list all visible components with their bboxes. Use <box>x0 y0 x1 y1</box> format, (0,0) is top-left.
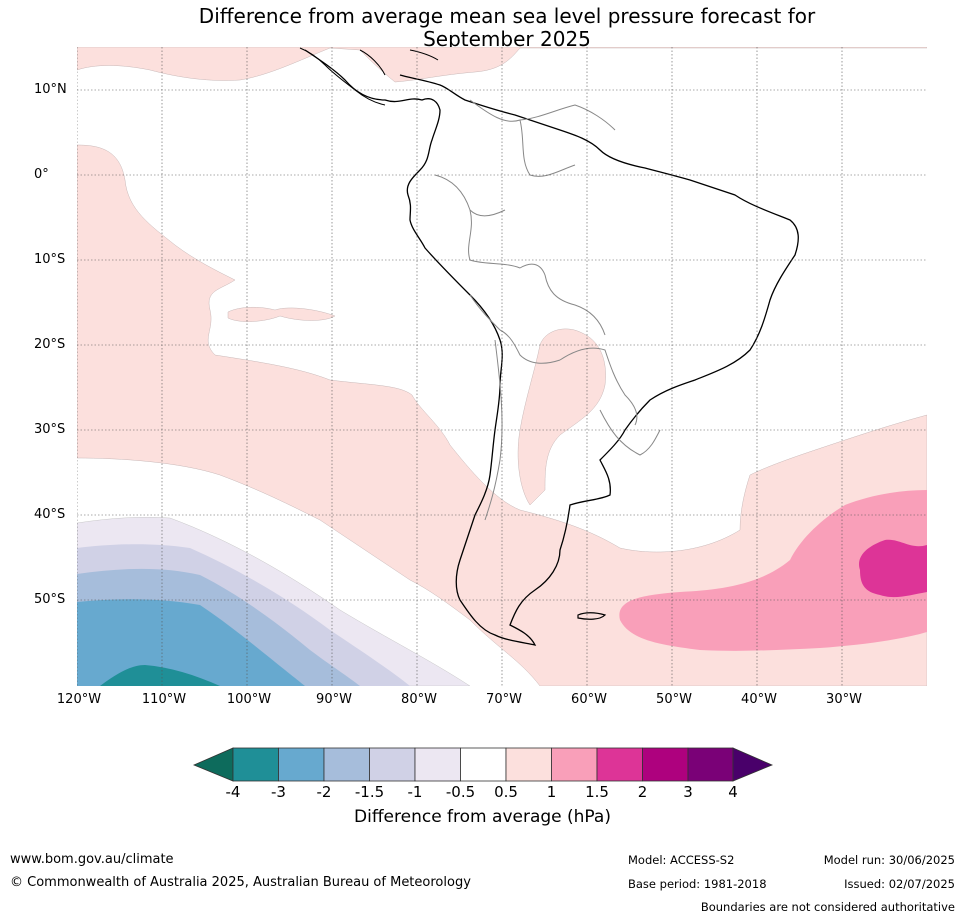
colorbar-tick: -1 <box>407 783 423 801</box>
colorbar-bin <box>687 747 734 782</box>
lon-label-90w: 90°W <box>316 692 352 707</box>
anomaly-positive-north <box>77 47 927 83</box>
graticule <box>77 47 927 686</box>
colorbar-tick: -3 <box>271 783 286 801</box>
lat-label-40s: 40°S <box>34 507 66 522</box>
lat-label-20s: 20°S <box>34 337 66 352</box>
title-line-1: Difference from average mean sea level p… <box>198 4 816 28</box>
lon-label-80w: 80°W <box>401 692 437 707</box>
colorbar-bin <box>551 747 598 782</box>
colorbar-bin <box>369 747 416 782</box>
anomaly-positive-patch <box>227 307 336 322</box>
colorbar-extend-low <box>192 747 234 782</box>
falkland-islands <box>577 612 607 620</box>
copyright-text: © Commonwealth of Australia 2025, Austra… <box>10 875 471 890</box>
title-line-2: September 2025 <box>423 27 591 51</box>
lat-label-10n: 10°N <box>34 82 67 97</box>
lon-label-30w: 30°W <box>826 692 862 707</box>
map-area <box>77 47 927 686</box>
anomaly-positive-east-pacific <box>77 144 927 686</box>
base-period-text: Base period: 1981-2018 <box>628 877 767 891</box>
model-text: Model: ACCESS-S2 <box>628 853 735 867</box>
anomaly-positive-interior <box>517 328 606 506</box>
colorbar-bin <box>642 747 689 782</box>
colorbar-tick: 0.5 <box>494 783 518 801</box>
lat-label-0: 0° <box>34 167 49 182</box>
colorbar-tick: 1 <box>546 783 557 801</box>
colorbar-bin <box>460 747 507 782</box>
map-title: Difference from average mean sea level p… <box>0 5 965 51</box>
anomaly-positive-atlantic-1 <box>619 490 927 651</box>
lon-label-120w: 120°W <box>56 692 102 707</box>
colorbar-tick: 4 <box>728 783 738 801</box>
lon-label-70w: 70°W <box>486 692 522 707</box>
colorbar-bin <box>414 747 461 782</box>
south-america-coastline <box>304 49 799 646</box>
colorbar-extend-high <box>732 747 774 782</box>
colorbar-tick: 1.5 <box>585 783 609 801</box>
issued-text: Issued: 02/07/2025 <box>844 877 955 891</box>
colorbar <box>192 747 774 782</box>
colorbar-tick: -4 <box>225 783 241 801</box>
colorbar-bin <box>323 747 370 782</box>
lon-label-50w: 50°W <box>656 692 692 707</box>
lat-label-50s: 50°S <box>34 592 66 607</box>
anomaly-positive-atlantic-2 <box>859 539 927 598</box>
colorbar-tick: -2 <box>316 783 332 801</box>
colorbar-tick: -1.5 <box>354 783 385 801</box>
colorbar-bin <box>232 747 279 782</box>
colorbar-tick: -0.5 <box>445 783 476 801</box>
lon-label-60w: 60°W <box>571 692 607 707</box>
colorbar-bin <box>505 747 552 782</box>
lon-label-100w: 100°W <box>226 692 272 707</box>
central-america-coastline <box>299 47 439 106</box>
anomaly-negative-band-4 <box>77 599 305 686</box>
model-run-text: Model run: 30/06/2025 <box>823 853 955 867</box>
lat-label-30s: 30°S <box>34 422 66 437</box>
colorbar-title: Difference from average (hPa) <box>354 807 611 827</box>
disclaimer-text: Boundaries are not considered authoritat… <box>700 900 955 914</box>
website-link[interactable]: www.bom.gov.au/climate <box>10 852 174 867</box>
colorbar-bin <box>596 747 643 782</box>
colorbar-tick: 3 <box>683 783 693 801</box>
anomaly-negative-band-5 <box>100 665 220 686</box>
colorbar-bin <box>278 747 325 782</box>
lon-label-110w: 110°W <box>141 692 187 707</box>
lat-label-10s: 10°S <box>34 252 66 267</box>
lon-label-40w: 40°W <box>741 692 777 707</box>
colorbar-tick: 2 <box>637 783 648 801</box>
